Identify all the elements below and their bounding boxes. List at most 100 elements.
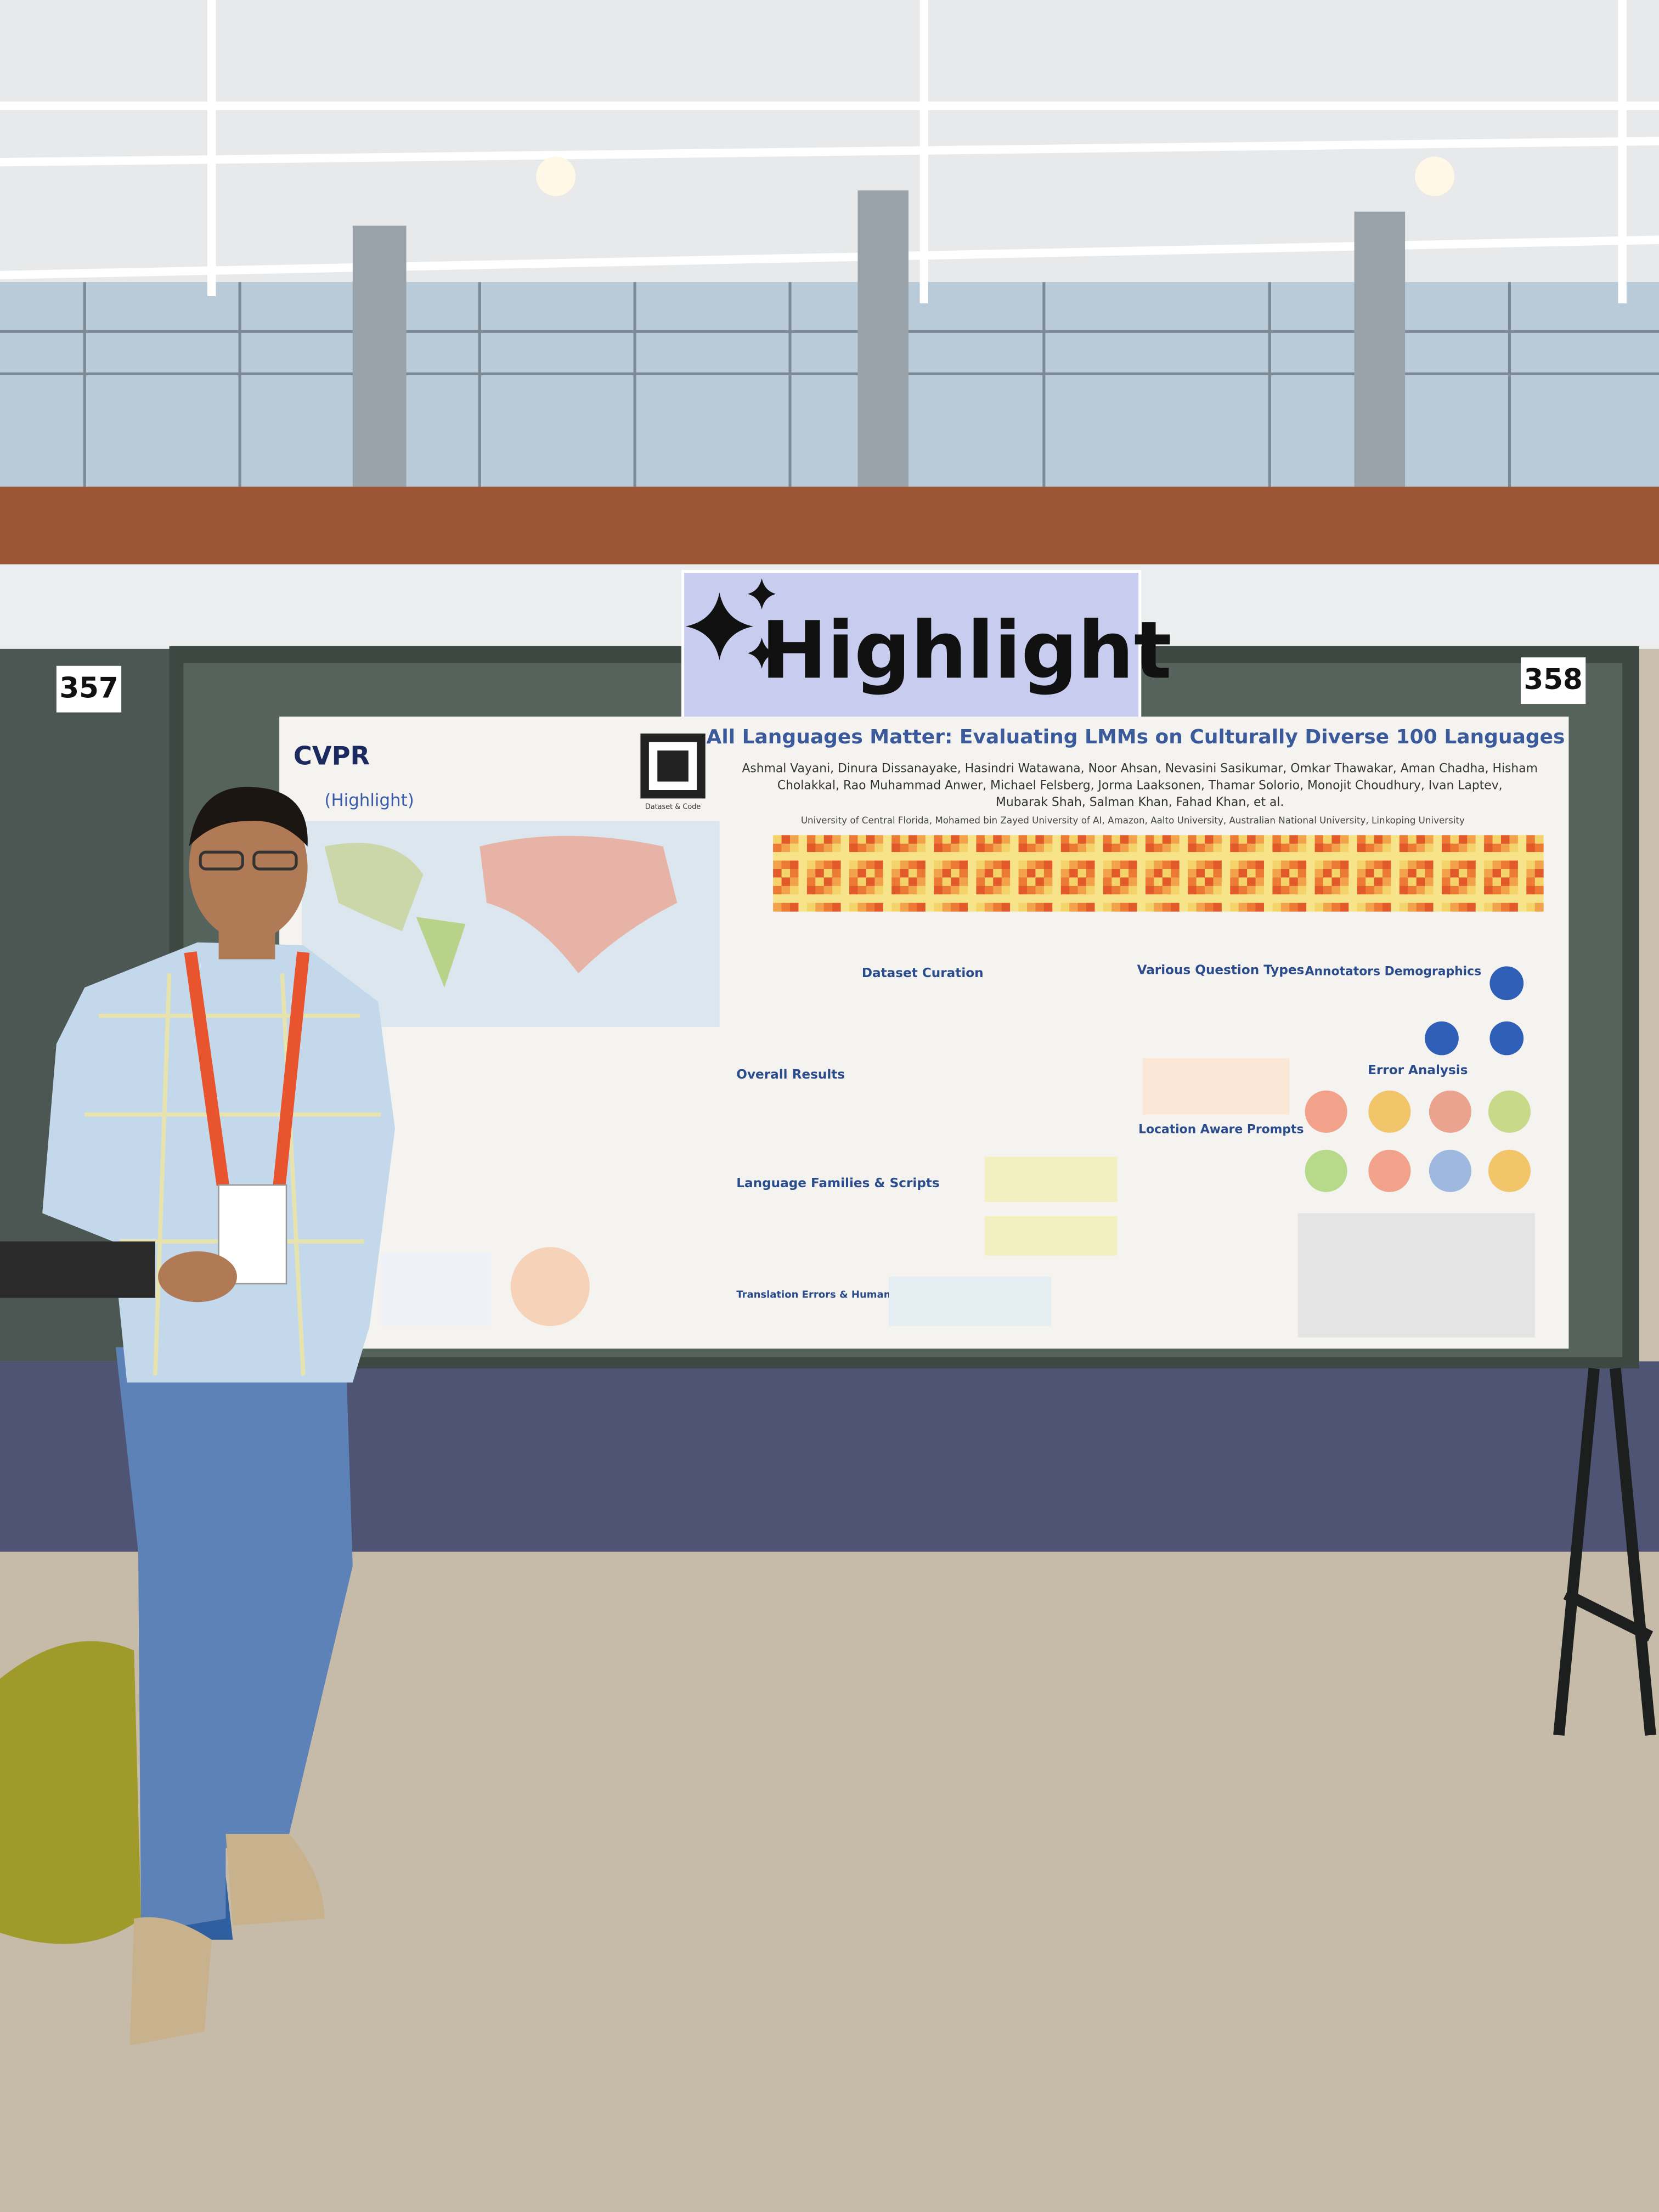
- heatmap-cell: [1205, 860, 1214, 870]
- heatmap-cell: [1043, 835, 1053, 844]
- heatmap-cell: [1425, 860, 1434, 870]
- heatmap-cell: [1340, 885, 1349, 895]
- heatmap-cell: [849, 843, 858, 853]
- heatmap-cell: [984, 869, 994, 878]
- heatmap-cell: [900, 835, 909, 844]
- heatmap-cell: [1467, 843, 1476, 853]
- heatmap-cell: [1517, 843, 1527, 853]
- highlight-tag: (Highlight): [324, 791, 414, 810]
- heatmap-cell: [1060, 860, 1070, 870]
- heatmap-cell: [1484, 869, 1493, 878]
- pillar: [857, 190, 909, 487]
- heatmap-cell: [1458, 852, 1468, 861]
- heatmap-cell: [1154, 902, 1163, 912]
- heatmap-cell: [1374, 860, 1383, 870]
- heatmap-cell: [1264, 877, 1273, 887]
- heatmap-cell: [1255, 852, 1265, 861]
- heatmap-cell: [1416, 860, 1425, 870]
- heatmap-cell: [1230, 860, 1239, 870]
- heatmap-cell: [815, 877, 825, 887]
- heatmap-cell: [1289, 877, 1299, 887]
- heatmap-cell: [1534, 869, 1544, 878]
- heatmap-cell: [1475, 852, 1485, 861]
- heatmap-cell: [1154, 894, 1163, 904]
- heatmap-cell: [917, 869, 926, 878]
- heatmap-cell: [1146, 869, 1154, 878]
- heatmap-cell: [1450, 869, 1459, 878]
- heatmap-cell: [1264, 902, 1273, 912]
- heatmap-cell: [823, 902, 833, 912]
- heatmap-cell: [1467, 894, 1476, 904]
- heatmap-cell: [1205, 877, 1214, 887]
- heatmap-cell: [934, 835, 943, 844]
- heatmap-cell: [773, 885, 782, 895]
- heatmap-cell: [1297, 894, 1307, 904]
- heatmap-cell: [1475, 869, 1485, 878]
- heatmap-cell: [917, 835, 926, 844]
- heatmap-cell: [1348, 885, 1358, 895]
- heatmap-cell: [1060, 852, 1070, 861]
- heatmap-cell: [1221, 885, 1231, 895]
- heatmap-cell: [891, 852, 901, 861]
- heatmap-cell: [1416, 902, 1425, 912]
- heatmap-cell: [968, 860, 977, 870]
- heatmap-cell: [857, 885, 867, 895]
- heatmap-cell: [1340, 894, 1349, 904]
- heatmap-cell: [993, 877, 1002, 887]
- heatmap-cell: [1001, 835, 1011, 844]
- heatmap-cell: [1069, 885, 1079, 895]
- heatmap-cell: [1255, 843, 1265, 853]
- heatmap-cell: [1314, 885, 1324, 895]
- heatmap-cell: [823, 852, 833, 861]
- heatmap-cell: [1357, 877, 1366, 887]
- heatmap-cell: [1120, 835, 1129, 844]
- heatmap-cell: [1035, 902, 1045, 912]
- heatmap-cell: [1146, 894, 1154, 904]
- heatmap-cell: [773, 852, 782, 861]
- heatmap-cell: [1196, 894, 1205, 904]
- heatmap-cell: [1450, 885, 1459, 895]
- heatmap-cell: [781, 877, 791, 887]
- heatmap-cell: [1043, 877, 1053, 887]
- heatmap-cell: [917, 852, 926, 861]
- heatmap-cell: [1077, 860, 1087, 870]
- heatmap-cell: [1416, 852, 1425, 861]
- heatmap-cell: [883, 835, 892, 844]
- heatmap-cell: [1391, 860, 1400, 870]
- heatmap-cell: [1526, 877, 1536, 887]
- heatmap-cell: [1348, 843, 1358, 853]
- heatmap-cell: [806, 885, 816, 895]
- heatmap-cell: [1399, 869, 1408, 878]
- heatmap-cell: [1391, 835, 1400, 844]
- heatmap-cell: [1399, 902, 1408, 912]
- glasses: [252, 850, 298, 871]
- heatmap-cell: [951, 835, 960, 844]
- heatmap-cell: [1111, 885, 1121, 895]
- heatmap-cell: [1433, 843, 1442, 853]
- heatmap-cell: [1272, 835, 1282, 844]
- heatmap-cell: [1357, 869, 1366, 878]
- heatmap-cell: [1280, 894, 1290, 904]
- heatmap-cell: [1534, 902, 1544, 912]
- figure: [381, 1252, 491, 1327]
- heatmap-cell: [900, 885, 909, 895]
- heatmap-cell: [1280, 902, 1290, 912]
- heatmap-cell: [1052, 843, 1062, 853]
- heatmap-cell: [840, 860, 850, 870]
- heatmap-cell: [1264, 843, 1273, 853]
- heatmap-cell: [1043, 860, 1053, 870]
- heatmap-cell: [1060, 843, 1070, 853]
- heatmap-cell: [1188, 902, 1197, 912]
- heatmap-cell: [1238, 894, 1248, 904]
- heatmap-cell: [781, 902, 791, 912]
- heatmap-cell: [1035, 835, 1045, 844]
- heatmap-cell: [942, 869, 951, 878]
- heatmap-cell: [1077, 902, 1087, 912]
- heatmap-cell: [909, 885, 917, 895]
- heatmap-cell: [1052, 902, 1062, 912]
- heatmap-cell: [1077, 869, 1087, 878]
- heatmap-cell: [1069, 902, 1079, 912]
- heatmap-cell: [1348, 860, 1358, 870]
- heatmap-cell: [1383, 902, 1391, 912]
